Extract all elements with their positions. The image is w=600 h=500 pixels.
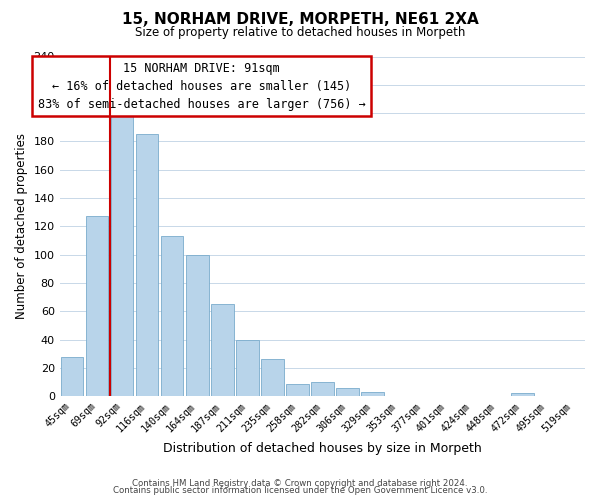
Bar: [86, 216, 109, 396]
Bar: [336, 388, 359, 396]
Bar: [136, 134, 158, 396]
Text: Size of property relative to detached houses in Morpeth: Size of property relative to detached ho…: [135, 26, 465, 39]
Text: Contains public sector information licensed under the Open Government Licence v3: Contains public sector information licen…: [113, 486, 487, 495]
Bar: [236, 340, 259, 396]
Text: 15, NORHAM DRIVE, MORPETH, NE61 2XA: 15, NORHAM DRIVE, MORPETH, NE61 2XA: [122, 12, 478, 28]
Bar: [511, 394, 534, 396]
Bar: [186, 254, 209, 396]
Bar: [211, 304, 233, 396]
Bar: [286, 384, 308, 396]
Bar: [261, 360, 284, 397]
X-axis label: Distribution of detached houses by size in Morpeth: Distribution of detached houses by size …: [163, 442, 482, 455]
Text: Contains HM Land Registry data © Crown copyright and database right 2024.: Contains HM Land Registry data © Crown c…: [132, 478, 468, 488]
Bar: [361, 392, 383, 396]
Bar: [111, 116, 133, 396]
Bar: [161, 236, 184, 396]
Text: 15 NORHAM DRIVE: 91sqm
← 16% of detached houses are smaller (145)
83% of semi-de: 15 NORHAM DRIVE: 91sqm ← 16% of detached…: [38, 62, 365, 110]
Y-axis label: Number of detached properties: Number of detached properties: [15, 134, 28, 320]
Bar: [311, 382, 334, 396]
Bar: [61, 356, 83, 397]
